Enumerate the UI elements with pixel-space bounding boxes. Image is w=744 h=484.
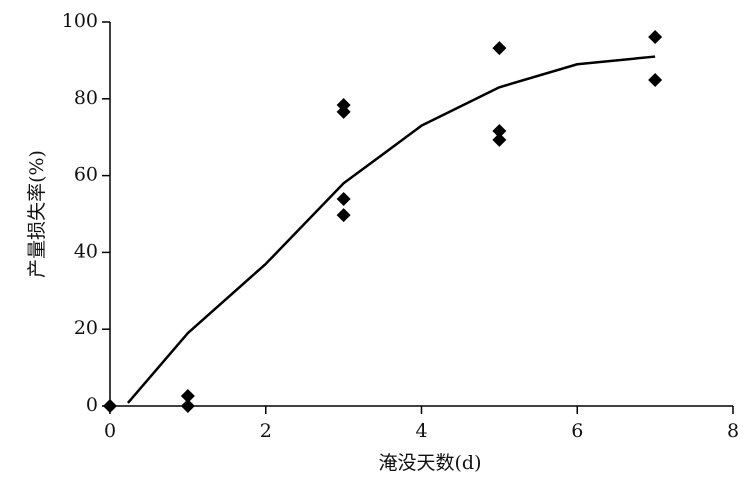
x-tick-label: 6 (571, 420, 583, 442)
fit-curve (126, 55, 656, 404)
x-tick-label: 8 (727, 420, 739, 442)
y-tick-label: 20 (74, 317, 98, 339)
x-axis-label: 淹没天数(d) (379, 452, 482, 474)
data-point (180, 389, 195, 404)
x-tick-label: 4 (415, 420, 427, 442)
data-point (336, 104, 351, 119)
data-point (180, 399, 195, 413)
y-axis-label: 产量损失率(%) (26, 150, 48, 278)
y-tick-label: 40 (74, 240, 98, 262)
data-point (492, 132, 507, 147)
data-point (336, 192, 351, 207)
data-point (336, 208, 351, 223)
y-tick-label: 60 (74, 164, 98, 186)
y-tick-label: 0 (86, 394, 98, 416)
x-tick-label: 0 (104, 420, 116, 442)
y-tick-label: 80 (74, 87, 98, 109)
data-point (648, 72, 663, 87)
y-tick-label: 100 (62, 10, 98, 32)
x-tick-label: 2 (260, 420, 272, 442)
data-point (103, 399, 117, 413)
data-point (492, 124, 507, 139)
data-point (648, 29, 663, 44)
data-point (492, 41, 507, 56)
